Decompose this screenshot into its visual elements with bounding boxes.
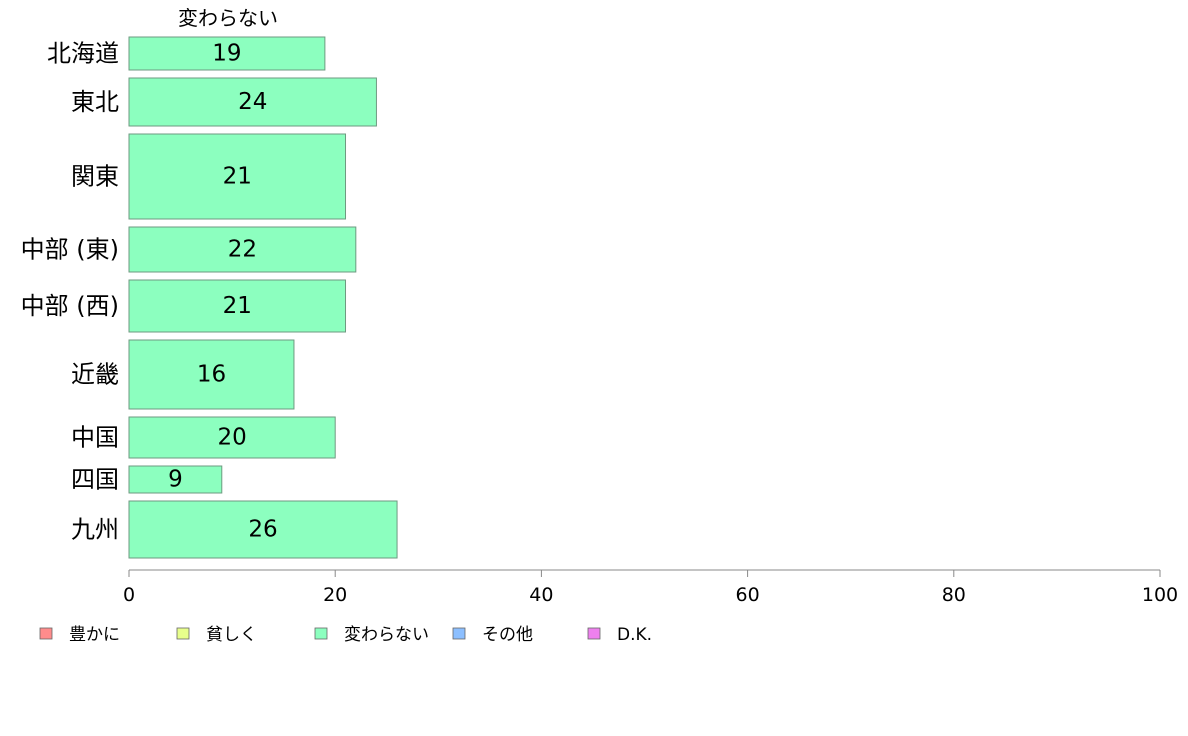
bar: [128, 500, 398, 559]
value-label: 9: [168, 467, 183, 493]
legend: 豊かに 貧しく 変わらない その他 D.K.: [39, 625, 652, 645]
bar: [128, 339, 295, 410]
legend-label: 豊かに: [69, 625, 120, 645]
legend-item: D.K.: [587, 625, 652, 645]
bars-group: 北海道 19 東北 24 関東 21 中部 (東) 22 中部 (西) 21 近畿 16 中国 20 四国 9…: [21, 36, 398, 559]
legend-item: 豊かに: [39, 625, 120, 645]
value-label: 24: [238, 89, 267, 115]
legend-item: 貧しく: [176, 625, 257, 645]
bar: [128, 226, 357, 273]
bar: [128, 465, 223, 494]
bar-row: 北海道 19: [47, 36, 326, 71]
value-label: 19: [212, 41, 241, 67]
bar-row: 九州 26: [71, 500, 398, 559]
bar: [128, 77, 377, 127]
bar: [128, 133, 347, 220]
bar-row: 中部 (東) 22: [21, 226, 357, 273]
bar: [128, 36, 326, 71]
category-label: 近畿: [71, 361, 119, 389]
x-axis: 0 20 40 60 80 100: [123, 569, 1178, 606]
bar: [128, 279, 347, 333]
value-label: 16: [197, 362, 226, 388]
legend-label: D.K.: [617, 625, 652, 645]
x-tick-label: 40: [529, 584, 553, 606]
legend-label: 貧しく: [206, 625, 257, 645]
x-tick-label: 20: [323, 584, 347, 606]
category-label: 北海道: [47, 40, 119, 68]
legend-label: その他: [482, 625, 533, 645]
x-tick-label: 100: [1142, 584, 1178, 606]
bar: [128, 416, 336, 459]
category-label: 中部 (東): [21, 236, 119, 264]
value-label: 26: [248, 517, 277, 543]
legend-swatch: [176, 627, 190, 640]
x-tick-label: 60: [736, 584, 760, 606]
value-label: 21: [223, 164, 252, 190]
x-tick-label: 80: [942, 584, 966, 606]
category-label: 四国: [71, 466, 119, 494]
legend-item: 変わらない: [314, 625, 429, 645]
category-label: 東北: [71, 88, 119, 116]
legend-swatch: [314, 627, 328, 640]
category-label: 中部 (西): [21, 292, 119, 320]
bar-row: 中国 20: [71, 416, 336, 459]
value-label: 22: [228, 237, 257, 263]
legend-swatch: [587, 627, 601, 640]
value-label: 21: [223, 293, 252, 319]
bar-row: 中部 (西) 21: [21, 279, 347, 333]
value-label: 20: [217, 425, 246, 451]
series-title: 変わらない: [178, 6, 278, 30]
bar-row: 近畿 16: [71, 339, 295, 410]
bar-row: 四国 9: [71, 465, 223, 494]
legend-item: その他: [452, 625, 533, 645]
category-label: 九州: [71, 516, 119, 544]
legend-swatch: [39, 627, 53, 640]
legend-swatch: [452, 627, 466, 640]
category-label: 中国: [71, 424, 119, 452]
x-tick-label: 0: [123, 584, 135, 606]
bar-row: 関東 21: [71, 133, 347, 220]
category-label: 関東: [71, 163, 119, 191]
bar-row: 東北 24: [71, 77, 377, 127]
legend-label: 変わらない: [344, 625, 429, 645]
